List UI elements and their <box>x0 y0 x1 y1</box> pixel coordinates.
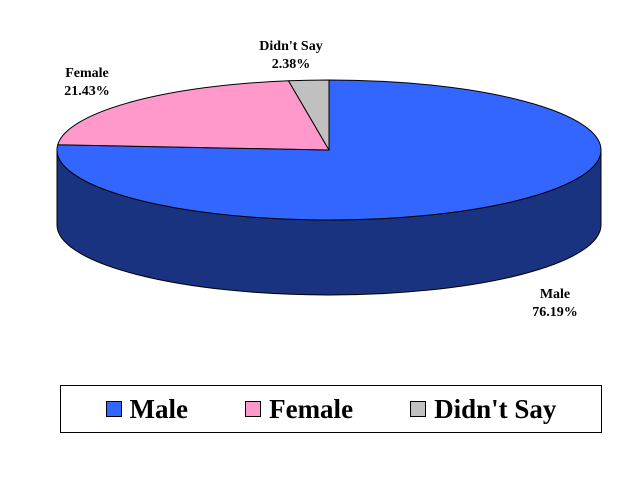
legend-swatch-didnt-say <box>410 401 427 417</box>
legend-label-female: Female <box>269 393 354 424</box>
legend-label-didnt-say: Didn't Say <box>434 393 557 424</box>
pie-slice-didnt-say <box>287 79 330 151</box>
legend-label-male: Male <box>129 393 189 424</box>
legend-item-male: Male <box>105 393 189 425</box>
pie-slice-female <box>57 80 330 151</box>
legend-item-female: Female <box>245 394 353 425</box>
legend: Male Female Didn't Say <box>60 385 602 433</box>
data-label-female-value: 21.43% <box>64 84 110 99</box>
data-label-female-name: Female <box>65 66 109 81</box>
legend-swatch-male <box>105 401 122 417</box>
data-label-didnt-say-value: 2.38% <box>271 57 311 72</box>
legend-swatch-female <box>245 401 262 417</box>
data-label-female: Female 21.43% <box>32 65 142 101</box>
data-label-male-name: Male <box>539 287 571 302</box>
data-label-male: Male 76.19% <box>500 286 610 322</box>
legend-item-didnt-say: Didn't Say <box>410 394 556 425</box>
data-label-male-value: 76.19% <box>532 305 578 320</box>
data-label-didnt-say: Didn't Say 2.38% <box>236 38 346 74</box>
data-label-didnt-say-name: Didn't Say <box>259 39 323 54</box>
pie-chart <box>56 79 602 296</box>
